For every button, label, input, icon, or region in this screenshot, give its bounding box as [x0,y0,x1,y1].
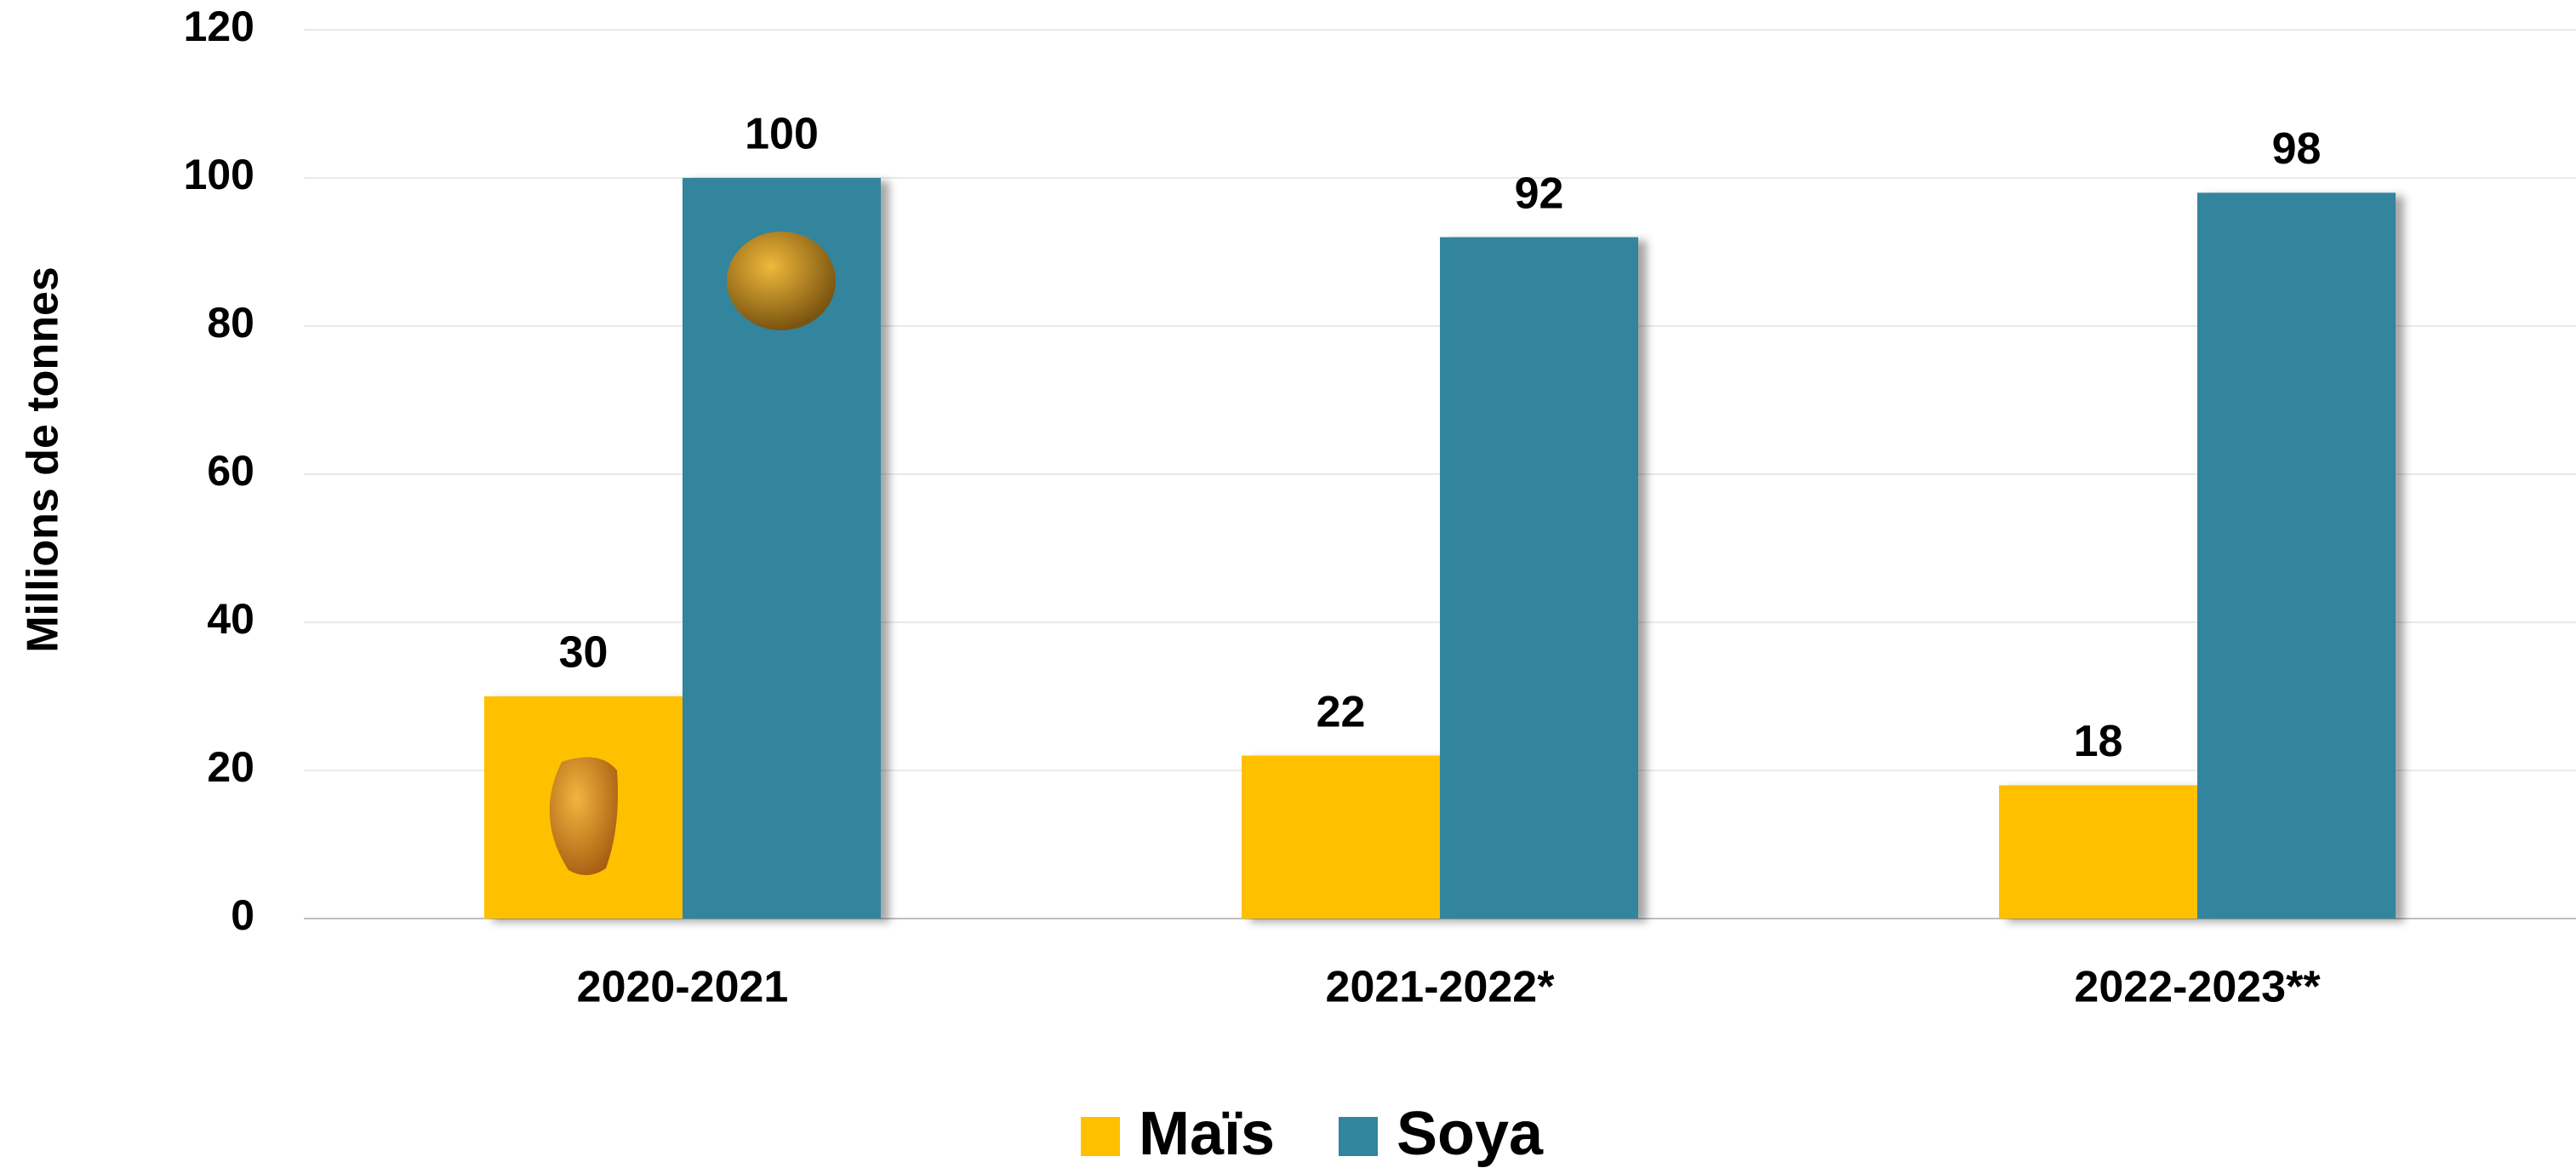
bar [1242,755,1440,919]
y-tick-label: 120 [184,3,254,50]
legend-swatch [1339,1117,1378,1156]
y-axis-label: Millions de tonnes [19,266,68,653]
bar [2197,192,2396,919]
y-tick-label: 100 [184,151,254,198]
y-tick-label: 0 [231,891,254,939]
data-label: 100 [745,110,819,159]
y-tick-label: 80 [207,299,254,346]
x-tick-label: 2021-2022* [1326,963,1556,1012]
bar [1999,785,2197,919]
data-label: 18 [2074,717,2123,766]
soybean-icon [727,232,836,330]
x-tick-label: 2022-2023** [2074,963,2321,1012]
labels: 0 20 40 60 80 100 120 2020-2021 30 100 2021-2022* 2… [184,3,2322,1168]
data-label: 22 [1317,687,1366,736]
x-tick-label: 2020-2021 [577,963,789,1012]
y-tick-label: 20 [207,743,254,791]
data-label: 92 [1515,169,1564,218]
legend-label: Maïs [1139,1100,1275,1168]
legend-label: Soya [1397,1100,1544,1168]
data-label: 30 [559,628,608,678]
y-tick-label: 40 [207,595,254,643]
bar [1440,237,1638,919]
legend-swatch [1081,1117,1120,1156]
data-label: 98 [2272,124,2322,174]
corn-icon [549,757,619,876]
y-tick-label: 60 [207,447,254,495]
